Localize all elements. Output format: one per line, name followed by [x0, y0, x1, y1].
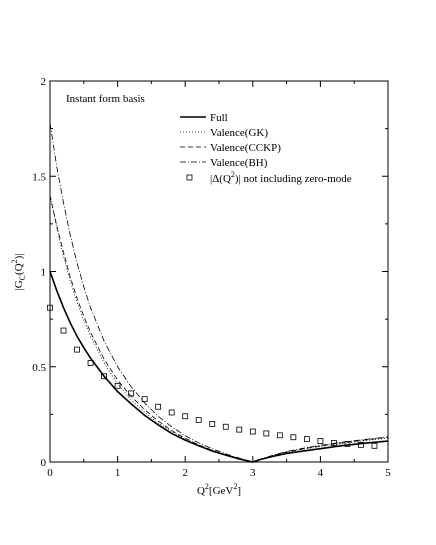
series-line-3 — [49, 122, 389, 463]
delta-point — [87, 360, 94, 366]
x-tick-label: 0 — [47, 467, 53, 479]
delta-point — [114, 382, 121, 389]
delta-point — [101, 373, 107, 380]
legend-label-full: Full — [210, 112, 228, 124]
delta-point — [276, 432, 283, 439]
delta-point — [249, 428, 256, 435]
delta-point — [317, 438, 324, 444]
delta-point — [263, 430, 270, 437]
legend: Full Valence(GK) Valence(CCKP) Valence(B… — [180, 112, 352, 185]
series-line-1 — [49, 195, 389, 463]
delta-point — [60, 327, 67, 334]
series-line-0 — [49, 271, 389, 463]
delta-point — [182, 413, 189, 420]
series-line-2 — [49, 195, 389, 463]
legend-label-bh: Valence(BH) — [210, 157, 268, 169]
legend-marker-delta — [186, 174, 193, 181]
ticks-layer: 0 1 2 3 4 5 0 0.5 1 1.5 2 — [32, 76, 391, 479]
delta-point — [128, 390, 135, 397]
delta-point — [155, 403, 162, 410]
delta-point — [47, 304, 53, 311]
x-tick-label: 1 — [115, 467, 121, 479]
legend-label-cckp: Valence(CCKP) — [210, 142, 281, 154]
x-tick-label: 5 — [385, 467, 391, 479]
delta-point — [209, 420, 216, 427]
delta-point — [168, 409, 175, 416]
x-axis-label: Q2[GeV2] — [197, 482, 241, 497]
chart-annotation: Instant form basis — [66, 93, 145, 105]
y-tick-label: 0.5 — [32, 362, 46, 374]
delta-point — [290, 434, 297, 441]
legend-label-gk: Valence(GK) — [210, 127, 268, 139]
delta-point — [195, 417, 202, 423]
delta-point — [331, 440, 337, 446]
delta-point — [303, 436, 310, 443]
series-layer — [47, 122, 389, 463]
x-tick-label: 2 — [182, 467, 188, 479]
delta-point — [74, 346, 80, 353]
delta-point — [141, 396, 148, 403]
x-tick-label: 4 — [318, 467, 324, 479]
y-axis-label: |GC(Q2)| — [10, 254, 27, 291]
delta-point — [344, 441, 351, 447]
delta-point — [222, 423, 229, 430]
delta-point — [236, 426, 243, 433]
y-tick-label: 0 — [41, 457, 47, 469]
delta-point — [371, 442, 378, 449]
legend-label-delta: |Δ(Q2)| not including zero-mode — [210, 170, 352, 185]
delta-point — [358, 441, 364, 448]
y-tick-label: 2 — [41, 76, 47, 88]
y-tick-label: 1.5 — [32, 171, 46, 183]
y-tick-label: 1 — [41, 267, 47, 279]
x-tick-label: 3 — [250, 467, 256, 479]
